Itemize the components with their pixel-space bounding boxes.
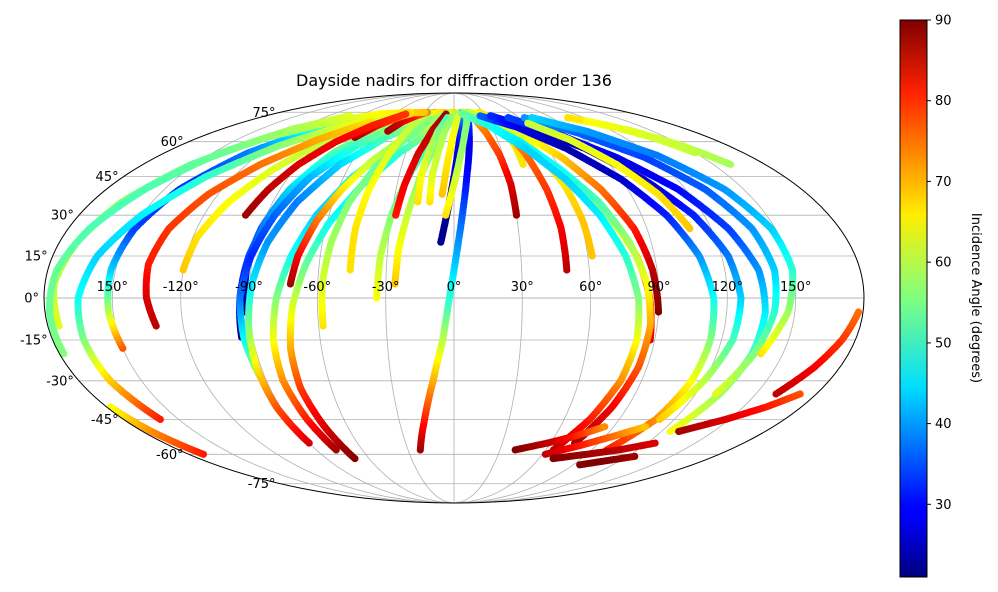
data-point — [346, 112, 354, 120]
data-point — [796, 390, 804, 398]
data-point — [524, 119, 532, 127]
data-point — [601, 423, 609, 431]
data-point — [476, 112, 484, 120]
data-point — [504, 114, 512, 122]
chart-title: Dayside nadirs for diffraction order 136 — [296, 71, 612, 90]
data-point — [486, 112, 495, 120]
data-point — [458, 110, 466, 118]
scatter-points — [45, 108, 863, 469]
data-point — [421, 108, 429, 116]
data-point — [854, 308, 863, 316]
data-point — [402, 110, 410, 118]
